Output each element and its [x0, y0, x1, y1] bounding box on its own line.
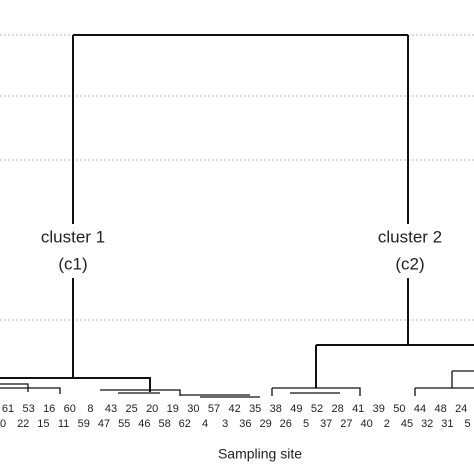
- leaf-label: 47: [98, 418, 110, 430]
- leaf-label: 49: [290, 403, 302, 415]
- leaf-label: 24: [455, 403, 467, 415]
- leaf-label: 20: [146, 403, 158, 415]
- dendrogram: [0, 34, 474, 398]
- leaf-label: 57: [208, 403, 220, 415]
- leaf-label: 4: [202, 418, 208, 430]
- leaf-label: 38: [270, 403, 282, 415]
- leaf-label: 45: [401, 418, 413, 430]
- cluster-code: (c2): [395, 254, 424, 273]
- leaf-label: 22: [17, 418, 29, 430]
- cluster-label: cluster 2: [378, 227, 442, 246]
- leaf-label: 58: [158, 418, 170, 430]
- leaf-label: 48: [434, 403, 446, 415]
- leaf-label: 32: [421, 418, 433, 430]
- leaf-label: 44: [414, 403, 426, 415]
- leaf-label: 0: [0, 418, 6, 430]
- leaf-label: 50: [393, 403, 405, 415]
- leaf-label: 36: [239, 418, 251, 430]
- leaf-label: 30: [187, 403, 199, 415]
- leaf-label: 3: [222, 418, 228, 430]
- leaf-label: 11: [58, 418, 69, 430]
- leaf-label: 5: [303, 418, 309, 430]
- leaf-label: 53: [22, 403, 34, 415]
- leaf-label: 16: [43, 403, 55, 415]
- label-bg: [362, 224, 458, 278]
- leaf-label: 61: [2, 403, 14, 415]
- leaf-label: 19: [167, 403, 179, 415]
- cluster-code: (c1): [58, 254, 87, 273]
- leaf-label: 59: [78, 418, 90, 430]
- x-axis-label: Sampling site: [218, 446, 302, 462]
- leaf-label: 25: [125, 403, 137, 415]
- leaf-label: 2: [384, 418, 390, 430]
- leaf-label: 52: [311, 403, 323, 415]
- leaf-label: 43: [105, 403, 117, 415]
- leaf-label: 62: [179, 418, 191, 430]
- leaf-label: 39: [373, 403, 385, 415]
- leaf-label: 35: [249, 403, 261, 415]
- leaf-label: 46: [138, 418, 150, 430]
- leaf-label: 29: [259, 418, 271, 430]
- leaf-label: 37: [320, 418, 332, 430]
- branch: [0, 377, 151, 392]
- leaf-label: 15: [37, 418, 49, 430]
- leaf-label: 42: [228, 403, 240, 415]
- leaf-label: 28: [331, 403, 343, 415]
- leaf-label: 41: [352, 403, 364, 415]
- cluster-label: cluster 1: [41, 227, 105, 246]
- leaf-label: 60: [64, 403, 76, 415]
- leaf-label: 26: [280, 418, 292, 430]
- label-bg: [25, 224, 121, 278]
- leaf-label: 31: [441, 418, 453, 430]
- leaf-label: 40: [360, 418, 372, 430]
- leaf-label: 8: [87, 403, 93, 415]
- leaf-label: 5: [465, 418, 471, 430]
- sub-branch: [0, 370, 474, 398]
- leaf-label: 27: [340, 418, 352, 430]
- leaf-label: 55: [118, 418, 130, 430]
